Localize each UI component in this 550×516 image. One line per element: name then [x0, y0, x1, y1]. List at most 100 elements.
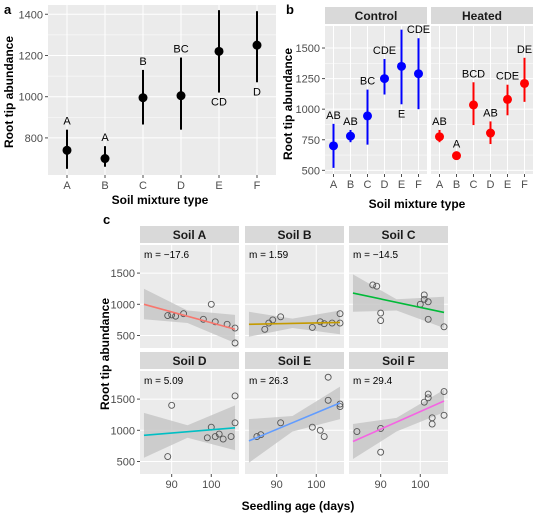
panel-b-xtick-label: A	[330, 179, 338, 191]
panel-b-group-letter: BCD	[462, 68, 485, 80]
panel-c-point	[320, 433, 328, 440]
panel-b-xtick-label: C	[470, 179, 478, 191]
panel-c-point	[440, 323, 448, 331]
panel-a-point	[252, 40, 262, 50]
panel-c-facet-strip	[140, 352, 239, 369]
panel-a-xlabel: Soil mixture type	[112, 193, 209, 207]
panel-c-point	[231, 419, 239, 427]
panel-b-point	[380, 74, 389, 84]
panel-a-xtick-label: A	[63, 180, 71, 192]
panel-b-facet-strip	[325, 7, 427, 24]
panel-b-ylabel: Root tip abundance	[281, 48, 295, 160]
panel-c-point	[164, 312, 172, 319]
panel-c-point	[261, 325, 269, 333]
panel-c-xtick-label: 100	[411, 479, 429, 491]
panel-c-point	[373, 282, 381, 290]
panel-b-xtick-label: F	[415, 179, 422, 191]
panel-c-slope-label: m = 26.3	[249, 376, 289, 387]
panel-b-point	[452, 151, 461, 161]
panel-a-point	[214, 46, 224, 56]
panel-c-facet-strip	[245, 352, 344, 369]
panel-c-point	[420, 291, 428, 299]
panel-a-group-letter: B	[139, 56, 146, 68]
panel-c-point	[324, 373, 332, 381]
panel-c-point	[316, 318, 324, 326]
panel-a-xtick-label: E	[215, 180, 222, 192]
panel-c-point	[215, 430, 223, 438]
panel-a-group-letter: D	[253, 86, 261, 98]
panel-c-point	[277, 313, 285, 321]
panel-a-label: a	[4, 2, 12, 17]
panel-b-xtick-label: B	[347, 179, 354, 191]
panel-c-point	[324, 396, 332, 404]
panel-c-regression-line	[248, 402, 341, 442]
panel-c-facet-strip	[349, 352, 448, 369]
panel-b-group-letter: DE	[517, 44, 532, 56]
panel-c-facet-title: Soil F	[382, 354, 415, 368]
panel-b-plot-area	[325, 26, 427, 174]
panel-c-point	[207, 300, 215, 308]
panel-b-group-letter: CDE	[407, 24, 430, 36]
panel-c-xtick-label: 90	[271, 479, 283, 491]
panel-a-xtick-label: D	[177, 180, 185, 192]
panel-c-facet-strip	[140, 226, 239, 243]
panel-a-xtick-label: B	[101, 180, 108, 192]
panel-c-point	[308, 323, 316, 331]
panel-b-label: b	[286, 2, 294, 17]
panel-c-facet-title: Soil E	[278, 354, 311, 368]
panel-b-ytick-label: 1000	[296, 104, 320, 116]
panel-b-point	[486, 128, 495, 138]
panel-a-ytick-label: 1200	[19, 50, 43, 62]
panel-c-xtick-label: 100	[307, 479, 325, 491]
panel-c-slope-label: m = 5.09	[144, 376, 184, 387]
panel-b-xtick-label: F	[521, 179, 528, 191]
panel-c-point	[420, 398, 428, 406]
panel-c-ytick-label: 1000	[111, 425, 135, 437]
panel-c-point	[269, 316, 277, 324]
panel-c-point	[336, 310, 344, 318]
panel-b-ytick-label: 750	[302, 135, 320, 147]
panel-c-point	[219, 435, 227, 443]
panel-c-regression-line	[352, 292, 445, 314]
panel-c-xtick-label: 90	[375, 479, 387, 491]
panel-c-point	[277, 419, 285, 427]
panel-a-group-letter: A	[63, 116, 71, 128]
panel-b-xtick-label: D	[487, 179, 495, 191]
panel-b-group-letter: CDE	[496, 71, 519, 83]
panel-a-point	[138, 93, 148, 103]
panel-c-regression-line	[248, 321, 341, 326]
panel-a-ytick-label: 1400	[19, 9, 43, 21]
panel-c-point	[377, 317, 385, 324]
panel-c-facet-title: Soil A	[173, 228, 207, 242]
panel-c-slope-label: m = −14.5	[353, 250, 398, 261]
panel-c-ytick-label: 1500	[111, 268, 135, 280]
panel-b-point	[469, 100, 478, 110]
panel-c-point	[231, 392, 239, 400]
panel-c-point	[424, 394, 432, 402]
panel-c-regression-line	[143, 427, 236, 437]
panel-b-group-letter: BC	[360, 76, 375, 88]
panel-a-point	[62, 145, 72, 155]
panel-b-group-letter: CDE	[373, 45, 396, 57]
panel-c-point	[424, 390, 432, 398]
panel-a-point	[100, 154, 110, 164]
panel-c-label: c	[103, 212, 110, 227]
panel-c-slope-label: m = 29.4	[353, 376, 393, 387]
panel-b-point	[363, 111, 372, 121]
panel-c-confidence-band	[352, 274, 445, 329]
panel-b-plot-area	[431, 26, 533, 174]
panel-b-xtick-label: E	[504, 179, 511, 191]
panel-b-facet-strip	[431, 7, 533, 24]
panel-b-group-letter: AB	[326, 110, 341, 122]
panel-b-xtick-label: C	[364, 179, 372, 191]
panel-a-ytick-label: 800	[25, 133, 43, 145]
panel-c-regression-line	[143, 303, 236, 331]
panel-c-ytick-label: 1000	[111, 299, 135, 311]
panel-c-confidence-band	[143, 288, 236, 344]
panel-a-xtick-label: C	[139, 180, 147, 192]
panel-c-point	[353, 428, 361, 436]
panel-c-point	[203, 434, 211, 442]
panel-c-point	[424, 298, 432, 306]
